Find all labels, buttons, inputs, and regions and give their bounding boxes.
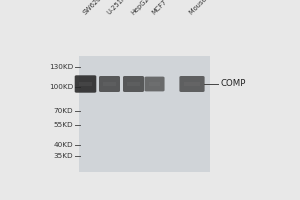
Text: 35KD: 35KD: [54, 153, 74, 159]
Text: U-251MG: U-251MG: [106, 0, 132, 16]
Text: 40KD: 40KD: [54, 142, 74, 148]
Text: SW620: SW620: [82, 0, 103, 16]
Text: HepG2: HepG2: [130, 0, 150, 16]
FancyBboxPatch shape: [75, 75, 96, 93]
Text: 55KD: 55KD: [54, 122, 74, 128]
Bar: [128, 82, 140, 86]
Text: Mouse skeletal muscle: Mouse skeletal muscle: [188, 0, 246, 16]
FancyBboxPatch shape: [179, 76, 205, 92]
Bar: [79, 82, 92, 86]
Text: 100KD: 100KD: [49, 84, 74, 90]
FancyBboxPatch shape: [123, 76, 144, 92]
Text: MCF7: MCF7: [151, 0, 168, 16]
Text: 130KD: 130KD: [49, 64, 74, 70]
Bar: [149, 82, 160, 86]
FancyBboxPatch shape: [145, 77, 164, 91]
Bar: [184, 82, 200, 86]
Text: COMP: COMP: [220, 79, 246, 88]
FancyBboxPatch shape: [99, 76, 120, 92]
Bar: [103, 82, 116, 86]
Bar: [79, 56, 210, 172]
Text: 70KD: 70KD: [54, 108, 74, 114]
